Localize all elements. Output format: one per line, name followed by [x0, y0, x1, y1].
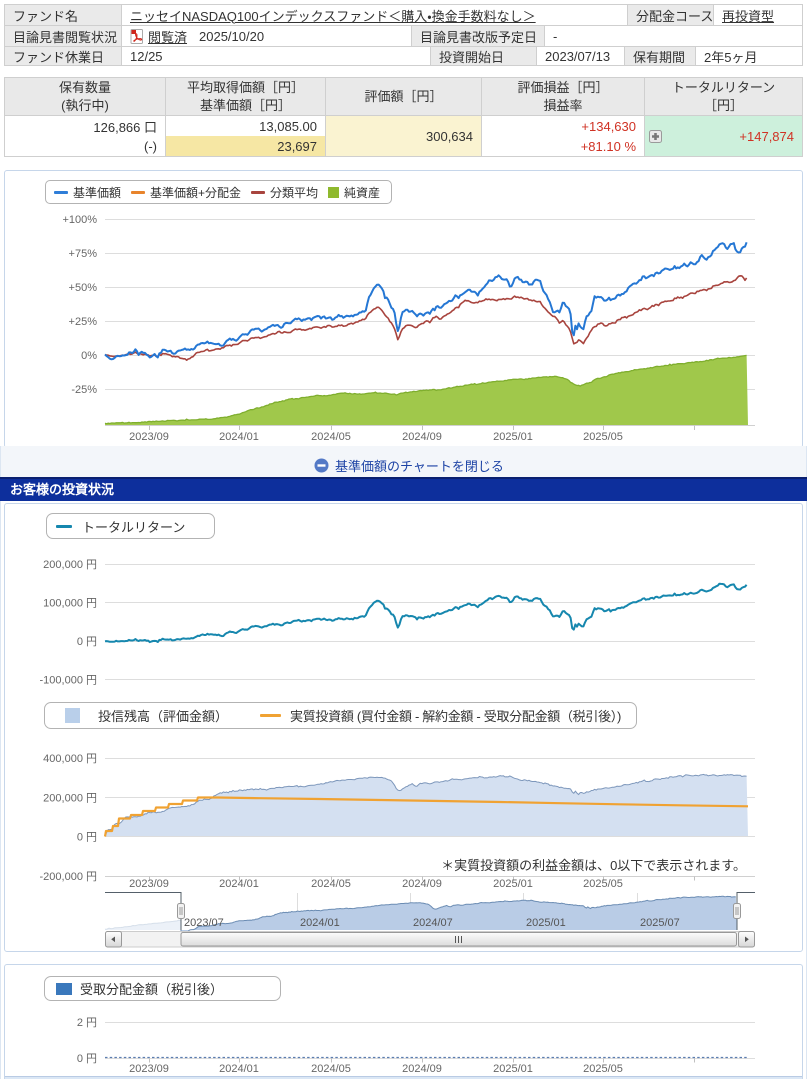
svg-text:+100%: +100% — [62, 214, 97, 226]
svg-text:2025/07: 2025/07 — [640, 917, 680, 929]
svg-text:200,000 円: 200,000 円 — [43, 792, 97, 804]
svg-text:2024/01: 2024/01 — [300, 917, 340, 929]
svg-text:-200,000 円: -200,000 円 — [40, 871, 97, 883]
svg-text:2025/05: 2025/05 — [583, 1063, 623, 1075]
svg-text:2023/09: 2023/09 — [129, 878, 169, 890]
svg-text:2025/01: 2025/01 — [493, 1063, 533, 1075]
svg-text:2024/09: 2024/09 — [402, 431, 442, 443]
svg-text:0 円: 0 円 — [77, 636, 97, 648]
svg-text:-100,000 円: -100,000 円 — [40, 675, 97, 687]
svg-text:2023/09: 2023/09 — [129, 1063, 169, 1075]
svg-text:-25%: -25% — [71, 384, 97, 396]
svg-text:2024/07: 2024/07 — [413, 917, 453, 929]
svg-text:400,000 円: 400,000 円 — [43, 753, 97, 765]
svg-text:2025/01: 2025/01 — [493, 431, 533, 443]
svg-text:2024/01: 2024/01 — [219, 1063, 259, 1075]
svg-text:2024/01: 2024/01 — [219, 878, 259, 890]
svg-text:+75%: +75% — [69, 248, 98, 260]
svg-text:2025/05: 2025/05 — [583, 431, 623, 443]
svg-text:2024/05: 2024/05 — [311, 431, 351, 443]
svg-text:2024/05: 2024/05 — [311, 1063, 351, 1075]
svg-text:2024/09: 2024/09 — [402, 878, 442, 890]
svg-text:2023/09: 2023/09 — [129, 431, 169, 443]
svg-text:+50%: +50% — [69, 282, 98, 294]
svg-text:0 円: 0 円 — [77, 832, 97, 844]
svg-text:2 円: 2 円 — [77, 1017, 97, 1029]
svg-text:100,000 円: 100,000 円 — [43, 598, 97, 610]
svg-text:200,000 円: 200,000 円 — [43, 559, 97, 571]
svg-text:2025/05: 2025/05 — [583, 878, 623, 890]
svg-text:2023/07: 2023/07 — [184, 917, 224, 929]
svg-text:0 円: 0 円 — [77, 1053, 97, 1065]
svg-text:2025/01: 2025/01 — [493, 878, 533, 890]
svg-text:2025/01: 2025/01 — [526, 917, 566, 929]
svg-text:2024/09: 2024/09 — [402, 1063, 442, 1075]
svg-text:2024/05: 2024/05 — [311, 878, 351, 890]
svg-text:+25%: +25% — [69, 316, 98, 328]
svg-text:0%: 0% — [81, 350, 97, 362]
svg-text:2024/01: 2024/01 — [219, 431, 259, 443]
